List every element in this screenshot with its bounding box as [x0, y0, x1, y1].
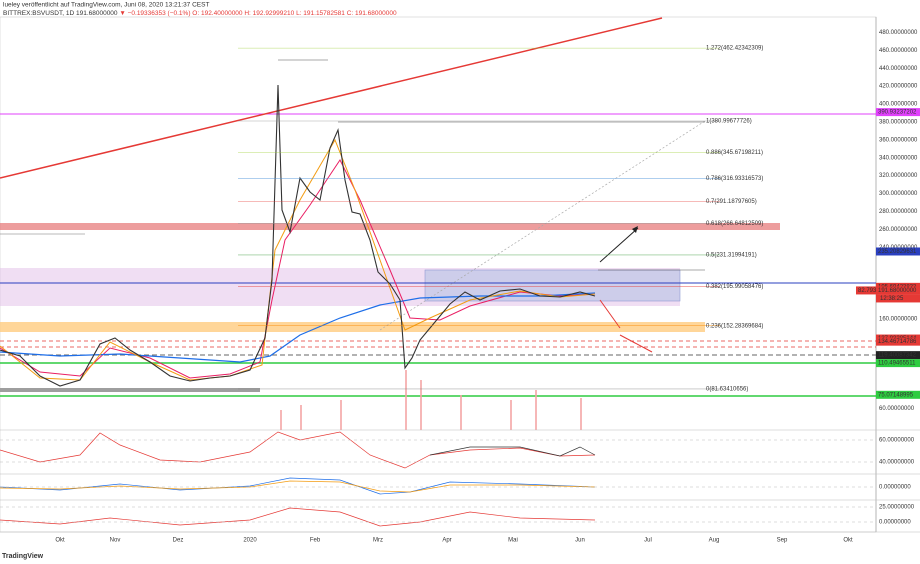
volume-bar: [460, 395, 462, 430]
volume-bar: [280, 410, 282, 430]
price-line: [0, 84, 596, 387]
pane-tick-label: 0.00000000: [879, 485, 911, 491]
fib-label: 0.7(291.18797605): [706, 199, 757, 205]
fib-label: 0.382(195.99058476): [706, 284, 763, 290]
symbol: BITTREX:BSVUSDT, 1D: [3, 10, 74, 17]
price-badge-label: 235.20829631: [878, 249, 917, 255]
time-tick-label: Okt: [843, 538, 853, 544]
moving-average: [0, 292, 596, 363]
price-tick-label: 260.00000000: [879, 227, 918, 233]
volume-badge-label: 82.793: [858, 288, 877, 294]
price-badge: [876, 359, 920, 368]
price-tick-label: 420.00000000: [879, 84, 918, 90]
price-badge: [876, 351, 920, 360]
osc-line: [0, 507, 596, 527]
header-line: lueley veröffentlicht auf TradingView.co…: [3, 2, 209, 9]
time-tick-label: Mrz: [373, 538, 383, 544]
arrow: [599, 227, 639, 263]
pane-tick-label: 25.00000000: [879, 505, 915, 511]
countdown: 12:38:25: [880, 296, 904, 302]
price-tick-label: 60.00000000: [879, 406, 915, 412]
pane-tick-label: 60.00000000: [879, 438, 915, 444]
price-badge-label: 110.49465511: [878, 361, 916, 367]
fib-label: 1(380.99677726): [706, 119, 752, 125]
volume-bar: [420, 380, 422, 430]
fib-label: 1.272(462.42342309): [706, 46, 763, 52]
pane-tick-label: 40.00000000: [879, 460, 915, 466]
price-tick-label: 340.00000000: [879, 155, 918, 161]
header-symbol: BITTREX:BSVUSDT, 1D 191.68000000 ▼ −0.19…: [3, 10, 397, 17]
volume-bars: [280, 370, 582, 430]
price-badge: [876, 337, 920, 346]
price-tick-label: 280.00000000: [879, 209, 918, 215]
price-tick-label: 360.00000000: [879, 137, 918, 143]
arrow: [599, 299, 621, 329]
fib-label: 0(81.63410656): [706, 387, 748, 393]
price-tick-label: 320.00000000: [879, 173, 918, 179]
time-tick-label: Jul: [644, 538, 652, 544]
volume-bar: [340, 400, 342, 430]
price-badge-label: 390.93237202: [878, 110, 917, 116]
price-tick-label: 380.00000000: [879, 119, 918, 125]
time-tick-label: 2020: [243, 538, 257, 544]
macd-line: [0, 477, 596, 495]
price-tick-label: 400.00000000: [879, 102, 918, 108]
fib-label: 0.5(231.31994191): [706, 253, 757, 259]
price-tick-label: 300.00000000: [879, 191, 918, 197]
time-tick-label: Okt: [55, 538, 65, 544]
gray-zone: [0, 388, 260, 392]
price-badge-label: 191.68000000: [878, 288, 917, 294]
time-tick-label: Mai: [508, 538, 518, 544]
price-badge: [876, 108, 920, 117]
fib-label: 0.236(152.28369684): [706, 323, 763, 329]
countdown-badge: [876, 294, 920, 303]
last-price: 191.68000000: [76, 10, 118, 17]
open: O: 192.40000000: [192, 10, 243, 17]
volume-bar: [405, 370, 407, 430]
volume-bar: [535, 390, 537, 430]
price-badge-label: 75.07148995: [878, 392, 914, 398]
rsi-line: [429, 446, 596, 457]
moving-average: [0, 159, 596, 379]
close: C: 191.68000000: [347, 10, 397, 17]
rsi-line: [0, 431, 596, 469]
signal-line: [0, 480, 596, 493]
volume-badge: [856, 286, 876, 295]
low: L: 191.15782581: [296, 10, 345, 17]
time-tick-label: Feb: [310, 538, 321, 544]
change: ▼ −0.19336353 (−0.1%): [119, 10, 190, 17]
time-tick-label: Jun: [575, 538, 585, 544]
price-badge: [876, 247, 920, 256]
price-badge: [876, 390, 920, 399]
volume-bar: [510, 400, 512, 430]
price-tick-label: 440.00000000: [879, 66, 918, 72]
price-tick-label: 460.00000000: [879, 48, 918, 54]
footer-logo: TradingView: [2, 553, 44, 560]
time-tick-label: Aug: [709, 538, 720, 544]
price-tick-label: 480.00000000: [879, 30, 918, 36]
time-tick-label: Nov: [110, 538, 121, 544]
arrow: [619, 334, 653, 353]
time-tick-label: Apr: [442, 538, 451, 544]
time-tick-label: Sep: [777, 538, 788, 544]
moving-average: [0, 138, 596, 381]
arrow-head: [632, 226, 638, 233]
fib-label: 0.786(316.93316573): [706, 176, 763, 182]
price-badge: [876, 286, 920, 295]
price-badge-label: 134.46714786: [878, 339, 917, 345]
high: H: 192.92999210: [244, 10, 294, 17]
pane-tick-label: 0.00000000: [879, 520, 911, 526]
resistance-band: [0, 223, 780, 230]
orange-zone: [0, 322, 705, 332]
fib-label: 0.886(345.67198211): [706, 150, 763, 156]
volume-bar: [300, 405, 302, 430]
volume-bar: [580, 398, 582, 430]
fib-trend: [379, 120, 706, 331]
time-tick-label: Dez: [173, 538, 184, 544]
price-tick-label: 160.00000000: [879, 316, 918, 322]
fib-label: 0.618(266.64812509): [706, 221, 763, 227]
price-badge-label: 119.40087342: [878, 353, 917, 359]
trend-line: [0, 17, 663, 179]
